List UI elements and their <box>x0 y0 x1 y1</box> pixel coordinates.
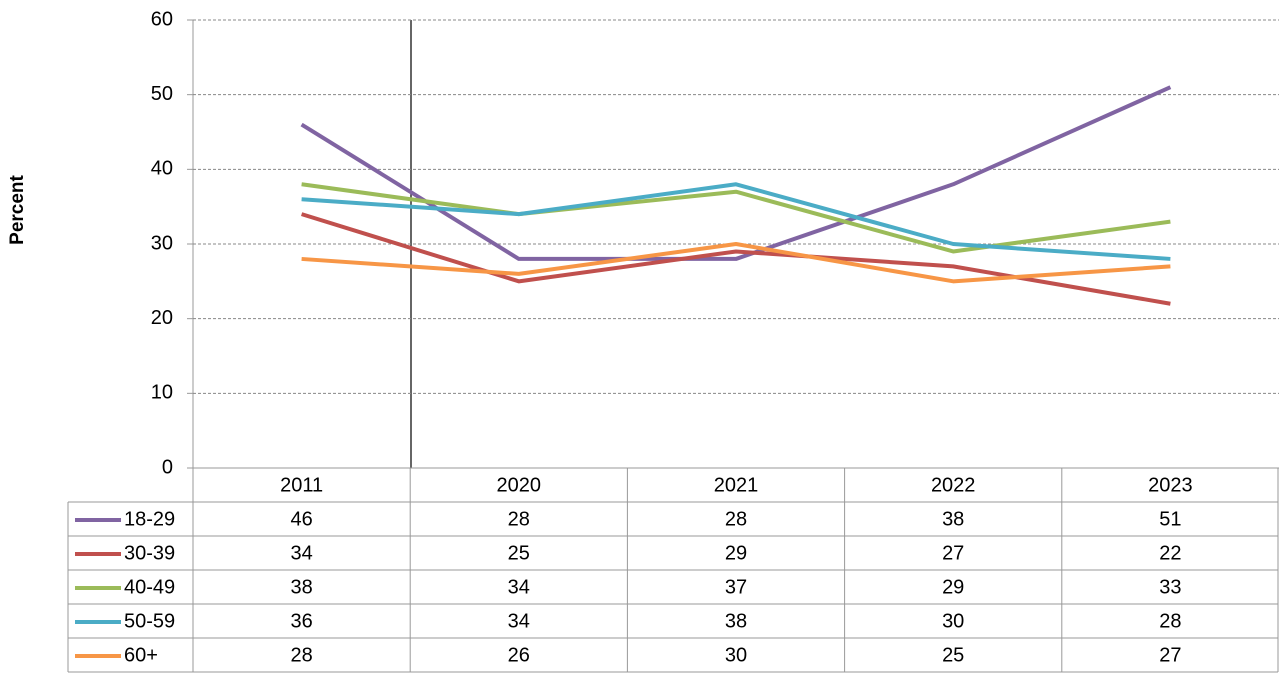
table-value: 46 <box>290 508 312 530</box>
x-tick-label: 2020 <box>497 474 542 496</box>
legend-label: 40-49 <box>124 576 175 598</box>
legend-label: 30-39 <box>124 542 175 564</box>
table-value: 25 <box>508 542 530 564</box>
y-tick-label: 0 <box>162 456 173 478</box>
table-value: 30 <box>725 644 747 666</box>
series-line <box>301 242 1171 284</box>
y-tick-label: 50 <box>151 83 173 105</box>
table-value: 36 <box>290 610 312 632</box>
table-value: 51 <box>1159 508 1181 530</box>
series-line <box>301 212 1171 306</box>
series-line <box>300 85 1172 261</box>
table-value: 38 <box>942 508 964 530</box>
y-tick-label: 20 <box>151 307 173 329</box>
table-value: 38 <box>725 610 747 632</box>
table-value: 30 <box>942 610 964 632</box>
legend-label: 50-59 <box>124 610 175 632</box>
x-tick-label: 2023 <box>1148 474 1193 496</box>
legend-label: 60+ <box>124 644 158 666</box>
table-value: 22 <box>1159 542 1181 564</box>
y-tick-label: 10 <box>151 382 173 404</box>
y-tick-label: 60 <box>151 8 173 30</box>
table-value: 28 <box>290 644 312 666</box>
table-value: 28 <box>725 508 747 530</box>
table-value: 27 <box>1159 644 1181 666</box>
series-line <box>301 182 1171 261</box>
table-value: 34 <box>508 610 530 632</box>
y-tick-label: 40 <box>151 158 173 180</box>
table-value: 25 <box>942 644 964 666</box>
x-tick-label: 2022 <box>931 474 976 496</box>
table-value: 27 <box>942 542 964 564</box>
table-value: 37 <box>725 576 747 598</box>
table-value: 38 <box>290 576 312 598</box>
table-value: 26 <box>508 644 530 666</box>
y-tick-label: 30 <box>151 232 173 254</box>
table-value: 34 <box>290 542 312 564</box>
series-line <box>301 182 1171 254</box>
x-tick-label: 2021 <box>714 474 759 496</box>
table-value: 29 <box>942 576 964 598</box>
table-value: 28 <box>508 508 530 530</box>
table-value: 33 <box>1159 576 1181 598</box>
x-tick-label: 2011 <box>280 474 323 496</box>
y-axis-label: Percent <box>7 174 28 244</box>
table-value: 28 <box>1159 610 1181 632</box>
legend-label: 18-29 <box>124 508 175 530</box>
table-value: 29 <box>725 542 747 564</box>
table-value: 34 <box>508 576 530 598</box>
